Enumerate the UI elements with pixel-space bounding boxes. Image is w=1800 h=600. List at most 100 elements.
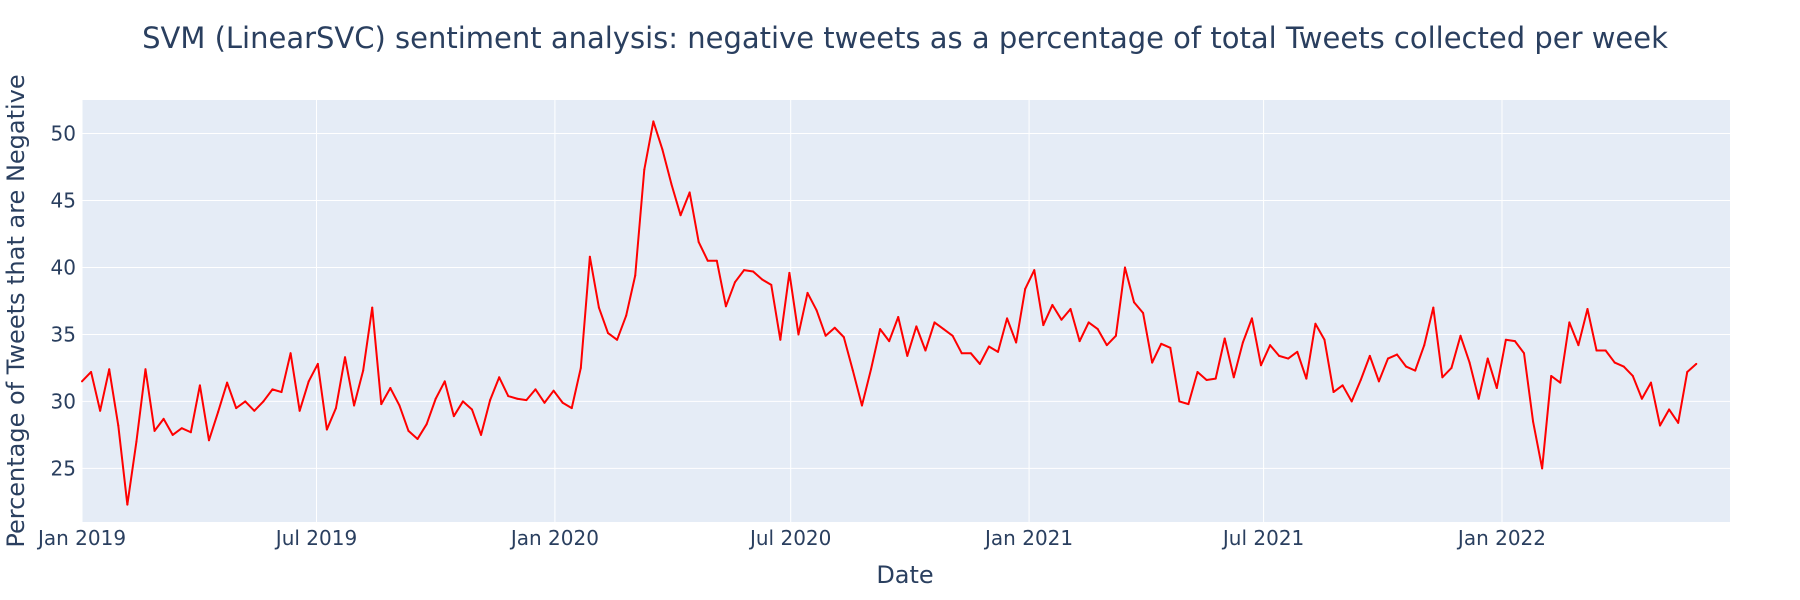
data-point (552, 389, 555, 392)
data-point (1114, 334, 1117, 337)
data-point (561, 401, 564, 404)
data-point (788, 271, 791, 274)
data-point (217, 411, 220, 414)
data-point (715, 259, 718, 262)
data-point (942, 328, 945, 331)
data-point (1314, 322, 1317, 325)
y-tick-label: 50 (51, 121, 76, 145)
data-point (1450, 366, 1453, 369)
y-axis-ticks: 25 30 35 40 45 50 (51, 121, 76, 480)
data-point (906, 354, 909, 357)
data-point (1033, 269, 1036, 272)
data-point (452, 415, 455, 418)
data-point (307, 380, 310, 383)
data-point (770, 283, 773, 286)
data-point (1559, 381, 1562, 384)
data-point (389, 387, 392, 390)
data-point (171, 433, 174, 436)
data-point (425, 423, 428, 426)
data-point (1405, 365, 1408, 368)
data-point (1341, 384, 1344, 387)
data-point (1622, 365, 1625, 368)
data-point (1269, 344, 1272, 347)
data-point (1196, 370, 1199, 373)
data-point (353, 404, 356, 407)
y-tick-label: 25 (51, 456, 76, 480)
data-point (207, 439, 210, 442)
data-point (1523, 352, 1525, 355)
data-point (1105, 344, 1108, 347)
data-point (1477, 397, 1480, 400)
data-point (1087, 321, 1090, 324)
data-point (670, 183, 673, 186)
data-point (516, 397, 519, 400)
data-point (607, 332, 610, 335)
data-points (81, 120, 1698, 506)
data-point (688, 191, 691, 194)
data-point (1414, 369, 1417, 372)
data-point (1323, 338, 1326, 341)
data-point (235, 407, 238, 410)
data-point (752, 270, 755, 273)
data-point (888, 340, 891, 343)
data-point (987, 345, 990, 348)
data-point (960, 352, 963, 355)
data-point (525, 399, 528, 402)
data-point (262, 400, 265, 403)
y-tick-label: 40 (51, 255, 76, 279)
data-point (588, 255, 591, 258)
data-point (1359, 378, 1362, 381)
x-tick-label: Jan 2021 (983, 526, 1073, 550)
data-point (1214, 377, 1217, 380)
data-point (1659, 424, 1662, 427)
data-point (1495, 387, 1498, 390)
data-point (1350, 400, 1353, 403)
data-point (180, 427, 183, 430)
data-point (1504, 338, 1507, 341)
y-tick-label: 30 (51, 389, 76, 413)
data-point (480, 433, 483, 436)
data-point (969, 352, 972, 355)
data-point (162, 417, 165, 420)
data-point (144, 368, 147, 371)
data-point (1232, 376, 1235, 379)
data-point (833, 326, 836, 329)
data-point (1649, 381, 1652, 384)
data-point (334, 407, 337, 410)
data-point (616, 338, 619, 341)
x-tick-label: Jul 2019 (274, 526, 357, 550)
data-point (1069, 307, 1072, 310)
x-tick-label: Jan 2022 (1456, 526, 1546, 550)
data-point (1205, 378, 1208, 381)
data-point (316, 362, 319, 365)
data-point (1486, 357, 1489, 360)
data-point (362, 369, 365, 372)
x-axis-title: Date (876, 561, 933, 589)
data-point (1686, 370, 1689, 373)
data-point (706, 259, 709, 262)
data-point (978, 362, 981, 365)
data-point (289, 352, 292, 355)
data-point (1024, 287, 1027, 290)
data-point (1006, 317, 1009, 320)
chart-title: SVM (LinearSVC) sentiment analysis: nega… (142, 21, 1668, 55)
data-point (779, 338, 782, 341)
data-point (198, 384, 201, 387)
data-point (724, 305, 727, 308)
data-point (897, 316, 900, 319)
data-point (470, 408, 473, 411)
data-point (815, 309, 818, 312)
data-point (1051, 303, 1054, 306)
data-point (1250, 317, 1253, 320)
data-point (1368, 354, 1371, 357)
data-point (797, 333, 800, 336)
data-point (652, 120, 655, 123)
y-tick-label: 35 (51, 322, 76, 346)
data-point (407, 429, 410, 432)
data-point (1187, 403, 1190, 406)
data-point (1332, 391, 1335, 394)
data-point (1287, 357, 1290, 360)
data-point (625, 314, 628, 317)
data-point (507, 395, 510, 398)
